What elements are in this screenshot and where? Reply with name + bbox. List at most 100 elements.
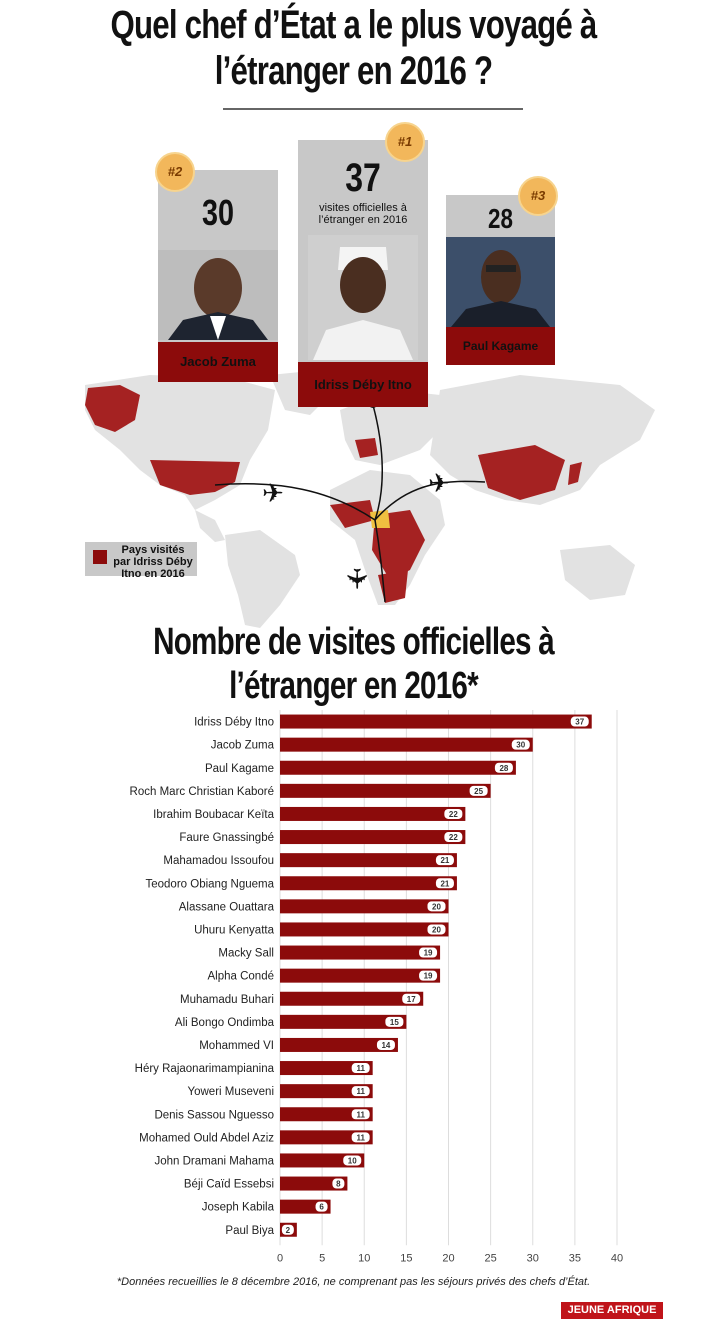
west-africa-visited [330, 500, 375, 528]
data-label-bg [427, 901, 446, 912]
alaska-visited [85, 385, 140, 432]
bar [280, 1130, 373, 1145]
data-label: 11 [356, 1064, 365, 1073]
category-label: Mohammed VI [199, 1040, 274, 1052]
card-rank-3: 28 Paul Kagame [446, 195, 555, 365]
bar [280, 876, 457, 891]
visits-count-1: 37 [345, 156, 381, 200]
data-label-bg [385, 1016, 404, 1027]
data-label-bg [511, 739, 530, 750]
category-label: Paul Kagame [205, 763, 274, 775]
card-rank-1: 37 visites officielles à l’étranger en 2… [298, 140, 428, 407]
bar [280, 1176, 348, 1191]
category-label: Jacob Zuma [211, 740, 275, 752]
chart-title-text: Nombre de visites officielles à l’étrang… [153, 621, 555, 707]
bar [280, 806, 466, 821]
bar [280, 945, 441, 960]
usa-visited [150, 460, 240, 495]
bar [280, 1037, 398, 1052]
bar [280, 760, 516, 775]
category-label: Muhamadu Buhari [180, 994, 274, 1006]
category-label: Denis Sassou Nguesso [154, 1109, 274, 1121]
name-label-3: Paul Kagame [446, 327, 555, 365]
data-label: 28 [499, 764, 508, 773]
bar [280, 922, 449, 937]
data-label: 21 [440, 879, 449, 888]
bar [280, 1084, 373, 1099]
data-label: 2 [286, 1226, 291, 1235]
data-label: 37 [575, 718, 584, 727]
world-map: ✈ ✈ ✈ [85, 370, 655, 628]
x-tick-label: 20 [442, 1252, 454, 1264]
data-label: 11 [356, 1133, 365, 1142]
x-tick-label: 10 [358, 1252, 370, 1264]
portrait-zuma [158, 250, 278, 340]
category-label: Héry Rajaonarimampianina [135, 1063, 275, 1075]
data-label: 6 [319, 1203, 324, 1212]
data-label: 20 [432, 902, 441, 911]
data-label-bg [435, 878, 454, 889]
data-label-bg [351, 1086, 370, 1097]
category-label: Macky Sall [218, 948, 274, 960]
x-tick-label: 5 [319, 1252, 325, 1264]
bar [280, 830, 466, 845]
data-label: 15 [390, 1018, 399, 1027]
legend-swatch [93, 550, 107, 564]
data-label: 11 [356, 1087, 365, 1096]
data-label: 22 [449, 810, 458, 819]
data-label: 19 [424, 972, 433, 981]
bar [280, 737, 533, 752]
plane-icon-east: ✈ [428, 469, 450, 499]
bar [280, 1107, 373, 1122]
name-label-1: Idriss Déby Itno [298, 362, 428, 407]
x-tick-label: 35 [569, 1252, 581, 1264]
data-label-bg [435, 855, 454, 866]
category-label: John Dramani Mahama [154, 1155, 274, 1167]
visits-count-2: 30 [201, 192, 235, 233]
data-label: 30 [516, 741, 525, 750]
data-label-bg [419, 947, 438, 958]
route-to-usa [214, 483, 376, 521]
name-label-2: Jacob Zuma [158, 342, 278, 382]
category-label: Joseph Kabila [202, 1202, 275, 1214]
legend-label: Pays visités par Idriss Déby Itno en 201… [113, 544, 193, 580]
bar [280, 968, 441, 983]
data-label: 14 [381, 1041, 390, 1050]
category-label: Faure Gnassingbé [179, 832, 274, 844]
data-label-bg [351, 1063, 370, 1074]
page-title-text: Quel chef d’État a le plus voyagé à l’ét… [110, 3, 598, 93]
data-label-bg [419, 970, 438, 981]
category-label: Mahamadou Issoufou [163, 855, 274, 867]
route-to-china [374, 480, 486, 521]
data-label-bg [494, 762, 513, 773]
card-rank-2: 30 Jacob Zuma [158, 170, 278, 382]
chart-title: Nombre de visites officielles à l’étrang… [78, 620, 629, 708]
category-label: Teodoro Obiang Nguema [146, 878, 275, 890]
bar [280, 899, 449, 914]
category-label: Alassane Ouattara [179, 901, 275, 913]
bar [280, 1061, 373, 1076]
data-label: 11 [356, 1110, 365, 1119]
rank-badge-2: #2 [155, 152, 195, 192]
bar [280, 991, 424, 1006]
category-label: Mohamed Ould Abdel Aziz [139, 1132, 274, 1144]
data-label: 21 [440, 856, 449, 865]
category-label: Ibrahim Boubacar Keïta [153, 809, 274, 821]
rank-badge-1: #1 [385, 122, 425, 162]
data-label-bg [444, 808, 463, 819]
data-label-bg [351, 1132, 370, 1143]
data-label: 22 [449, 833, 458, 842]
japan-visited [568, 462, 582, 485]
visits-count-3: 28 [488, 203, 513, 234]
x-tick-label: 0 [277, 1252, 283, 1264]
oceania-shape [560, 545, 635, 600]
data-label-bg [351, 1109, 370, 1120]
plane-icon-west: ✈ [262, 479, 284, 509]
route-to-south [374, 519, 386, 603]
jeune-afrique-logo: JEUNE AFRIQUE [561, 1302, 663, 1319]
data-label: 17 [407, 995, 416, 1004]
data-label-bg [315, 1201, 328, 1212]
portrait-deby [308, 235, 418, 360]
x-tick-label: 40 [611, 1252, 623, 1264]
footnote: *Données recueillies le 8 décembre 2016,… [116, 1276, 591, 1288]
